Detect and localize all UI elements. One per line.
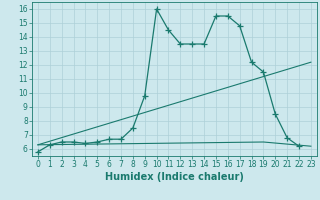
X-axis label: Humidex (Indice chaleur): Humidex (Indice chaleur) [105, 172, 244, 182]
